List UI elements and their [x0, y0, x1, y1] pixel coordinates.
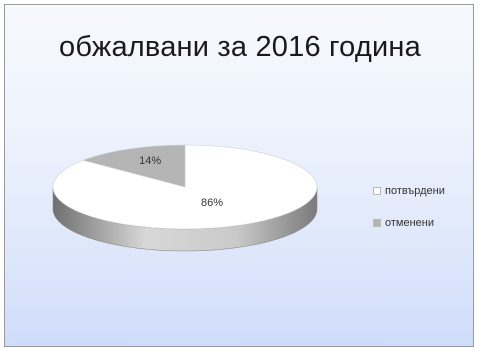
pie-slice-отменени	[82, 144, 186, 188]
legend-item-потвърдени: потвърдени	[373, 183, 445, 199]
chart-title: обжалвани за 2016 година	[59, 31, 421, 63]
legend-label: потвърдени	[385, 185, 445, 197]
legend-label: отменени	[385, 217, 435, 229]
data-label-потвърдени: 86%	[201, 197, 223, 209]
data-label-отменени: 14%	[139, 155, 161, 167]
legend-item-отменени: отменени	[373, 215, 445, 231]
legend-swatch	[373, 187, 381, 195]
legend-swatch	[373, 219, 381, 227]
pie-chart: 86% 14%	[52, 144, 318, 252]
legend: потвърдени отменени	[373, 183, 445, 247]
chart-area: обжалвани за 2016 година 86% 14% потвърде…	[4, 4, 474, 347]
